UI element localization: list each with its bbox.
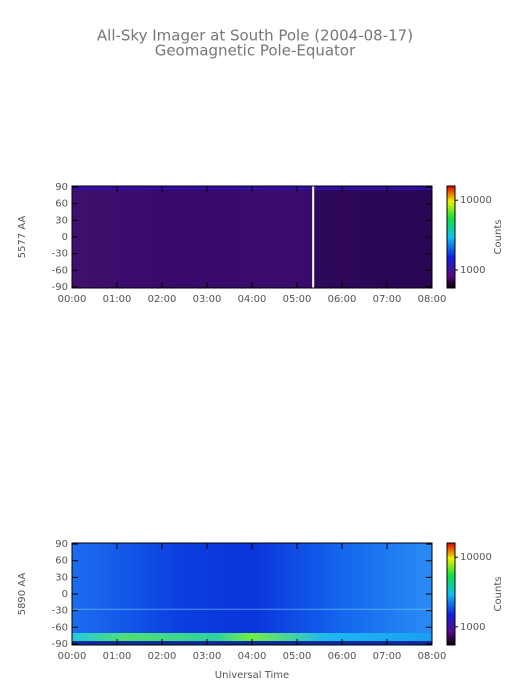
colorbar-tick-label: 10000 bbox=[460, 552, 492, 563]
colorbar-label: Counts bbox=[493, 577, 504, 612]
y-tick-label: 30 bbox=[55, 215, 68, 226]
colorbar-tick-label: 10000 bbox=[460, 195, 492, 206]
x-tick-label: 04:00 bbox=[238, 294, 267, 305]
x-tick-label: 07:00 bbox=[373, 651, 402, 662]
x-tick-label: 07:00 bbox=[373, 294, 402, 305]
y-tick-label: 90 bbox=[55, 182, 68, 193]
y-tick-label: -30 bbox=[52, 249, 68, 260]
x-tick-label: 05:00 bbox=[283, 651, 312, 662]
x-tick-label: 02:00 bbox=[148, 651, 177, 662]
x-tick-label: 00:00 bbox=[58, 651, 87, 662]
colorbar bbox=[446, 185, 456, 289]
x-tick-label: 03:00 bbox=[193, 294, 222, 305]
heatmap-glow bbox=[72, 633, 432, 641]
x-tick-label: 01:00 bbox=[103, 294, 132, 305]
x-tick-label: 05:00 bbox=[283, 294, 312, 305]
y-tick-label: 0 bbox=[62, 589, 68, 600]
x-tick-label: 08:00 bbox=[418, 651, 447, 662]
colorbar-label: Counts bbox=[493, 220, 504, 255]
y-tick-label: 60 bbox=[55, 199, 68, 210]
y-tick-label: 60 bbox=[55, 556, 68, 567]
y-tick-label: -60 bbox=[52, 622, 68, 633]
y-axis-label: 5577 AA bbox=[17, 216, 28, 259]
chart-title: All-Sky Imager at South Pole (2004-08-17… bbox=[97, 27, 413, 45]
x-tick-label: 06:00 bbox=[328, 294, 357, 305]
x-tick-label: 02:00 bbox=[148, 294, 177, 305]
heatmap-shade bbox=[313, 186, 432, 288]
y-axis-label: 5890 AA bbox=[17, 573, 28, 616]
heatmap-image bbox=[72, 186, 432, 288]
x-tick-label: 06:00 bbox=[328, 651, 357, 662]
y-tick-label: -30 bbox=[52, 606, 68, 617]
x-tick-label: 08:00 bbox=[418, 294, 447, 305]
x-tick-label: 03:00 bbox=[193, 651, 222, 662]
chart-subtitle: Geomagnetic Pole-Equator bbox=[155, 42, 356, 60]
colorbar-tick-label: 1000 bbox=[460, 622, 485, 633]
y-tick-label: -60 bbox=[52, 265, 68, 276]
y-tick-label: -90 bbox=[52, 639, 68, 650]
x-tick-label: 04:00 bbox=[238, 651, 267, 662]
x-axis-label: Universal Time bbox=[215, 670, 289, 680]
colorbar-tick-label: 1000 bbox=[460, 265, 485, 276]
heatmap-image bbox=[72, 543, 432, 645]
x-tick-label: 01:00 bbox=[103, 651, 132, 662]
y-tick-label: 30 bbox=[55, 572, 68, 583]
colorbar bbox=[446, 542, 456, 646]
x-tick-label: 00:00 bbox=[58, 294, 87, 305]
y-tick-label: 90 bbox=[55, 539, 68, 550]
y-tick-label: -90 bbox=[52, 282, 68, 293]
y-tick-label: 0 bbox=[62, 232, 68, 243]
